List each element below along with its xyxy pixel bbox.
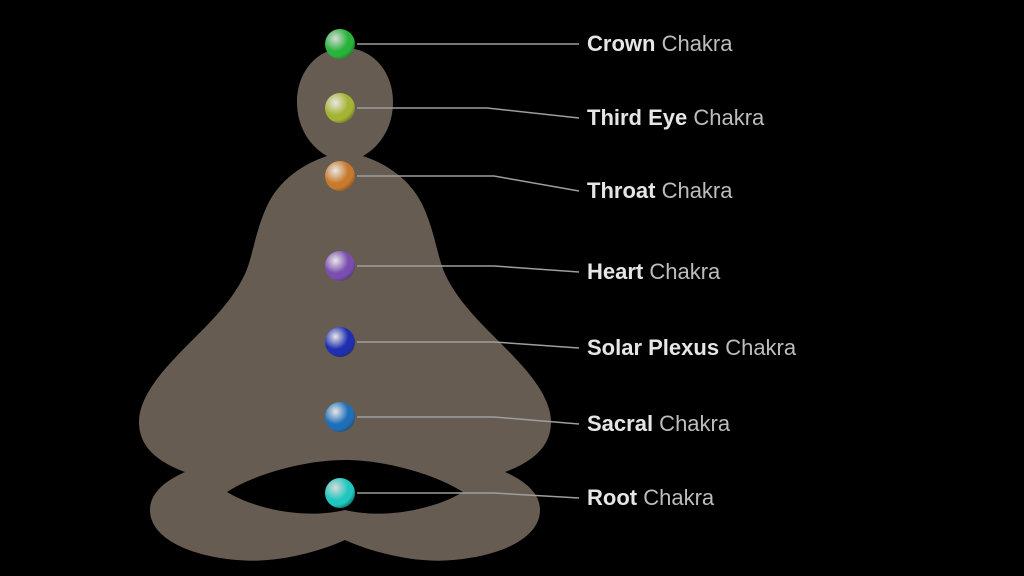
chakra-label-third-eye: Third Eye Chakra (587, 105, 764, 131)
chakra-label-heart: Heart Chakra (587, 259, 720, 285)
chakra-label-solar-plexus: Solar Plexus Chakra (587, 335, 796, 361)
chakra-label-suffix-crown: Chakra (655, 31, 732, 56)
chakra-label-bold-third-eye: Third Eye (587, 105, 687, 130)
chakra-label-throat: Throat Chakra (587, 178, 733, 204)
chakra-label-crown: Crown Chakra (587, 31, 733, 57)
chakra-label-bold-heart: Heart (587, 259, 643, 284)
chakra-label-bold-root: Root (587, 485, 637, 510)
chakra-dot-throat (325, 161, 355, 191)
chakra-label-bold-crown: Crown (587, 31, 655, 56)
chakra-label-sacral: Sacral Chakra (587, 411, 730, 437)
chakra-label-suffix-throat: Chakra (655, 178, 732, 203)
chakra-dot-solar-plexus (325, 327, 355, 357)
chakra-dot-heart (325, 251, 355, 281)
chakra-label-suffix-solar-plexus: Chakra (719, 335, 796, 360)
chakra-dot-root (325, 478, 355, 508)
chakra-label-bold-sacral: Sacral (587, 411, 653, 436)
chakra-label-suffix-sacral: Chakra (653, 411, 730, 436)
chakra-dot-crown (325, 29, 355, 59)
chakra-label-suffix-root: Chakra (637, 485, 714, 510)
chakra-label-suffix-heart: Chakra (643, 259, 720, 284)
chakra-label-suffix-third-eye: Chakra (687, 105, 764, 130)
chakra-label-bold-throat: Throat (587, 178, 655, 203)
chakra-label-bold-solar-plexus: Solar Plexus (587, 335, 719, 360)
chakra-label-root: Root Chakra (587, 485, 714, 511)
chakra-dot-sacral (325, 402, 355, 432)
chakra-diagram: Crown ChakraThird Eye ChakraThroat Chakr… (0, 0, 1024, 576)
chakra-dot-third-eye (325, 93, 355, 123)
